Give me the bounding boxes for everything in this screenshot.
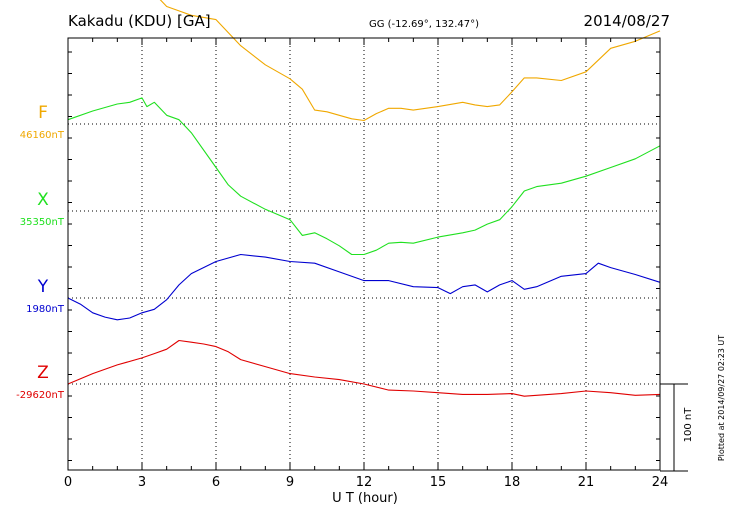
x-tick-label: 18 <box>504 475 521 490</box>
x-tick-label: 12 <box>356 475 373 490</box>
series-line-y <box>67 253 661 321</box>
plotted-timestamp: Plotted at 2014/09/27 02:23 UT <box>717 335 726 461</box>
series-baseline-f: 46160nT <box>20 130 65 141</box>
x-axis-label: U T (hour) <box>332 491 398 506</box>
series-line-z <box>67 339 661 397</box>
series-name-z: Z <box>37 363 49 383</box>
x-tick-label: 0 <box>64 475 72 490</box>
series-name-f: F <box>38 103 48 123</box>
series-name-y: Y <box>37 277 49 297</box>
chart-subtitle: GG (-12.69°, 132.47°) <box>369 19 479 30</box>
x-tick-label: 6 <box>212 475 220 490</box>
x-tick-label: 24 <box>652 475 669 490</box>
chart-title: Kakadu (KDU) [GA] <box>68 12 211 30</box>
series-baseline-z: -29620nT <box>16 390 65 401</box>
chart-date: 2014/08/27 <box>584 12 670 30</box>
x-tick-label: 3 <box>138 475 146 490</box>
series-group <box>67 0 661 397</box>
x-tick-label: 15 <box>430 475 447 490</box>
series-name-x: X <box>37 190 49 210</box>
x-ticks: 0 3 6 9 12 15 18 21 24 <box>64 38 668 490</box>
scale-bar <box>660 383 688 472</box>
scale-bar-label: 100 nT <box>683 407 694 443</box>
labels-group: F 46160nT X 35350nT Y 1980nT Z -29620nT <box>16 103 65 401</box>
series-baseline-x: 35350nT <box>20 217 65 228</box>
series-baseline-y: 1980nT <box>26 304 65 315</box>
x-tick-label: 21 <box>578 475 595 490</box>
series-line-x <box>67 97 661 256</box>
x-tick-label: 9 <box>286 475 294 490</box>
series-line-f <box>159 0 661 122</box>
